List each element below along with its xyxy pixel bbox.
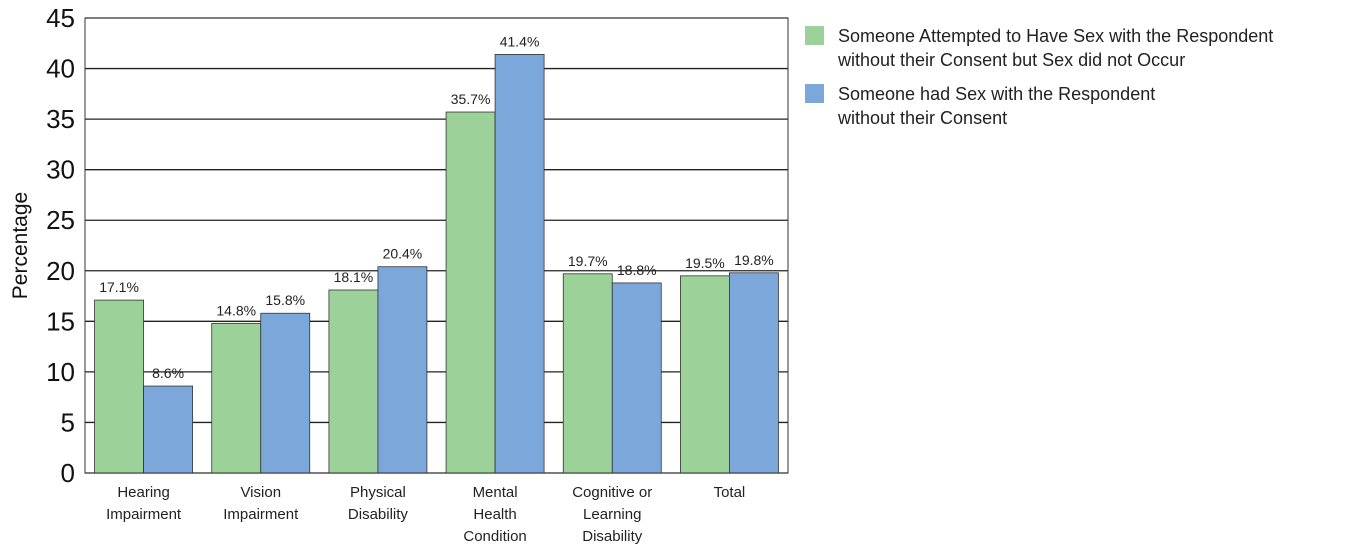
y-tick-label: 15	[46, 306, 75, 336]
legend: Someone Attempted to Have Sex with the R…	[805, 24, 1353, 140]
y-tick-label: 25	[46, 205, 75, 235]
bar	[445, 111, 496, 474]
data-label: 18.1%	[334, 269, 374, 285]
y-axis-title: Percentage	[9, 192, 32, 299]
x-category-line: Impairment	[223, 506, 299, 523]
y-tick-label: 20	[46, 256, 75, 286]
data-label: 19.7%	[568, 253, 608, 269]
x-category-line: Disability	[348, 506, 409, 523]
x-category-line: Health	[473, 506, 516, 523]
x-category-label: Mental Health Condition	[463, 484, 526, 545]
x-category-label: Vision Impairment	[223, 484, 299, 523]
bar	[143, 385, 193, 474]
legend-label-line: without their Consent but Sex did not Oc…	[838, 50, 1186, 70]
plot-frame	[84, 17, 789, 474]
x-category-line: Total	[714, 484, 746, 501]
x-category-line: Condition	[463, 528, 526, 545]
data-label: 19.5%	[685, 255, 725, 271]
y-tick-label: 30	[46, 155, 75, 185]
x-category-line: Vision	[240, 484, 281, 501]
x-category-line: Physical	[350, 484, 406, 501]
data-label: 14.8%	[216, 302, 256, 318]
y-tick-label: 5	[61, 407, 75, 437]
legend-label: Someone Attempted to Have Sex with the R…	[838, 24, 1273, 72]
data-label: 18.8%	[617, 262, 657, 278]
bar	[377, 266, 428, 474]
y-tick-label: 35	[46, 104, 75, 134]
x-category-line: Impairment	[106, 506, 182, 523]
x-category-label: Hearing Impairment	[106, 484, 182, 523]
legend-item: Someone Attempted to Have Sex with the R…	[805, 24, 1353, 72]
legend-swatch	[805, 26, 824, 45]
data-label: 41.4%	[500, 33, 540, 49]
legend-label-line: Someone Attempted to Have Sex with the R…	[838, 26, 1274, 46]
y-tick-label: 0	[61, 458, 75, 488]
legend-swatch	[805, 84, 824, 103]
x-category-line: Mental	[473, 484, 518, 501]
y-tick-label: 40	[46, 54, 75, 84]
data-label: 15.8%	[265, 292, 305, 308]
x-axis-categories: Hearing Impairment Vision Impairment Physica…	[106, 484, 745, 545]
legend-label: Someone had Sex with the Respondent witho…	[838, 82, 1155, 130]
x-category-line: Learning	[583, 506, 641, 523]
x-category-line: Hearing	[117, 484, 170, 501]
legend-label-line: without their Consent	[838, 108, 1008, 128]
y-tick-label: 10	[46, 357, 75, 387]
y-axis-ticks: 0 5 10 15 20 25 30 35 40 45	[46, 3, 75, 488]
data-label: 19.8%	[734, 252, 774, 268]
bar	[211, 322, 262, 474]
x-category-label: Cognitive or Learning Disability	[572, 484, 652, 545]
x-category-line: Cognitive or	[572, 484, 652, 501]
data-label: 35.7%	[451, 91, 491, 107]
bar	[494, 54, 545, 474]
bar	[562, 273, 613, 474]
y-tick-label: 45	[46, 3, 75, 33]
data-label: 8.6%	[152, 365, 184, 381]
bar	[729, 272, 779, 474]
x-category-line: Disability	[582, 528, 643, 545]
x-category-label: Physical Disability	[348, 484, 409, 523]
x-category-label: Total	[714, 484, 746, 501]
bars	[94, 54, 779, 474]
bar	[260, 312, 311, 474]
legend-item: Someone had Sex with the Respondent witho…	[805, 82, 1353, 130]
bar	[680, 275, 730, 474]
bar	[328, 289, 379, 474]
legend-label-line: Someone had Sex with the Respondent	[838, 84, 1156, 104]
data-label: 17.1%	[99, 279, 139, 295]
data-label: 20.4%	[383, 246, 423, 262]
bar	[611, 282, 662, 474]
data-labels: 17.1% 8.6% 14.8% 15.8% 18.1% 20.4% 35.7% 41.4% 1…	[99, 33, 774, 381]
bar	[94, 299, 144, 474]
